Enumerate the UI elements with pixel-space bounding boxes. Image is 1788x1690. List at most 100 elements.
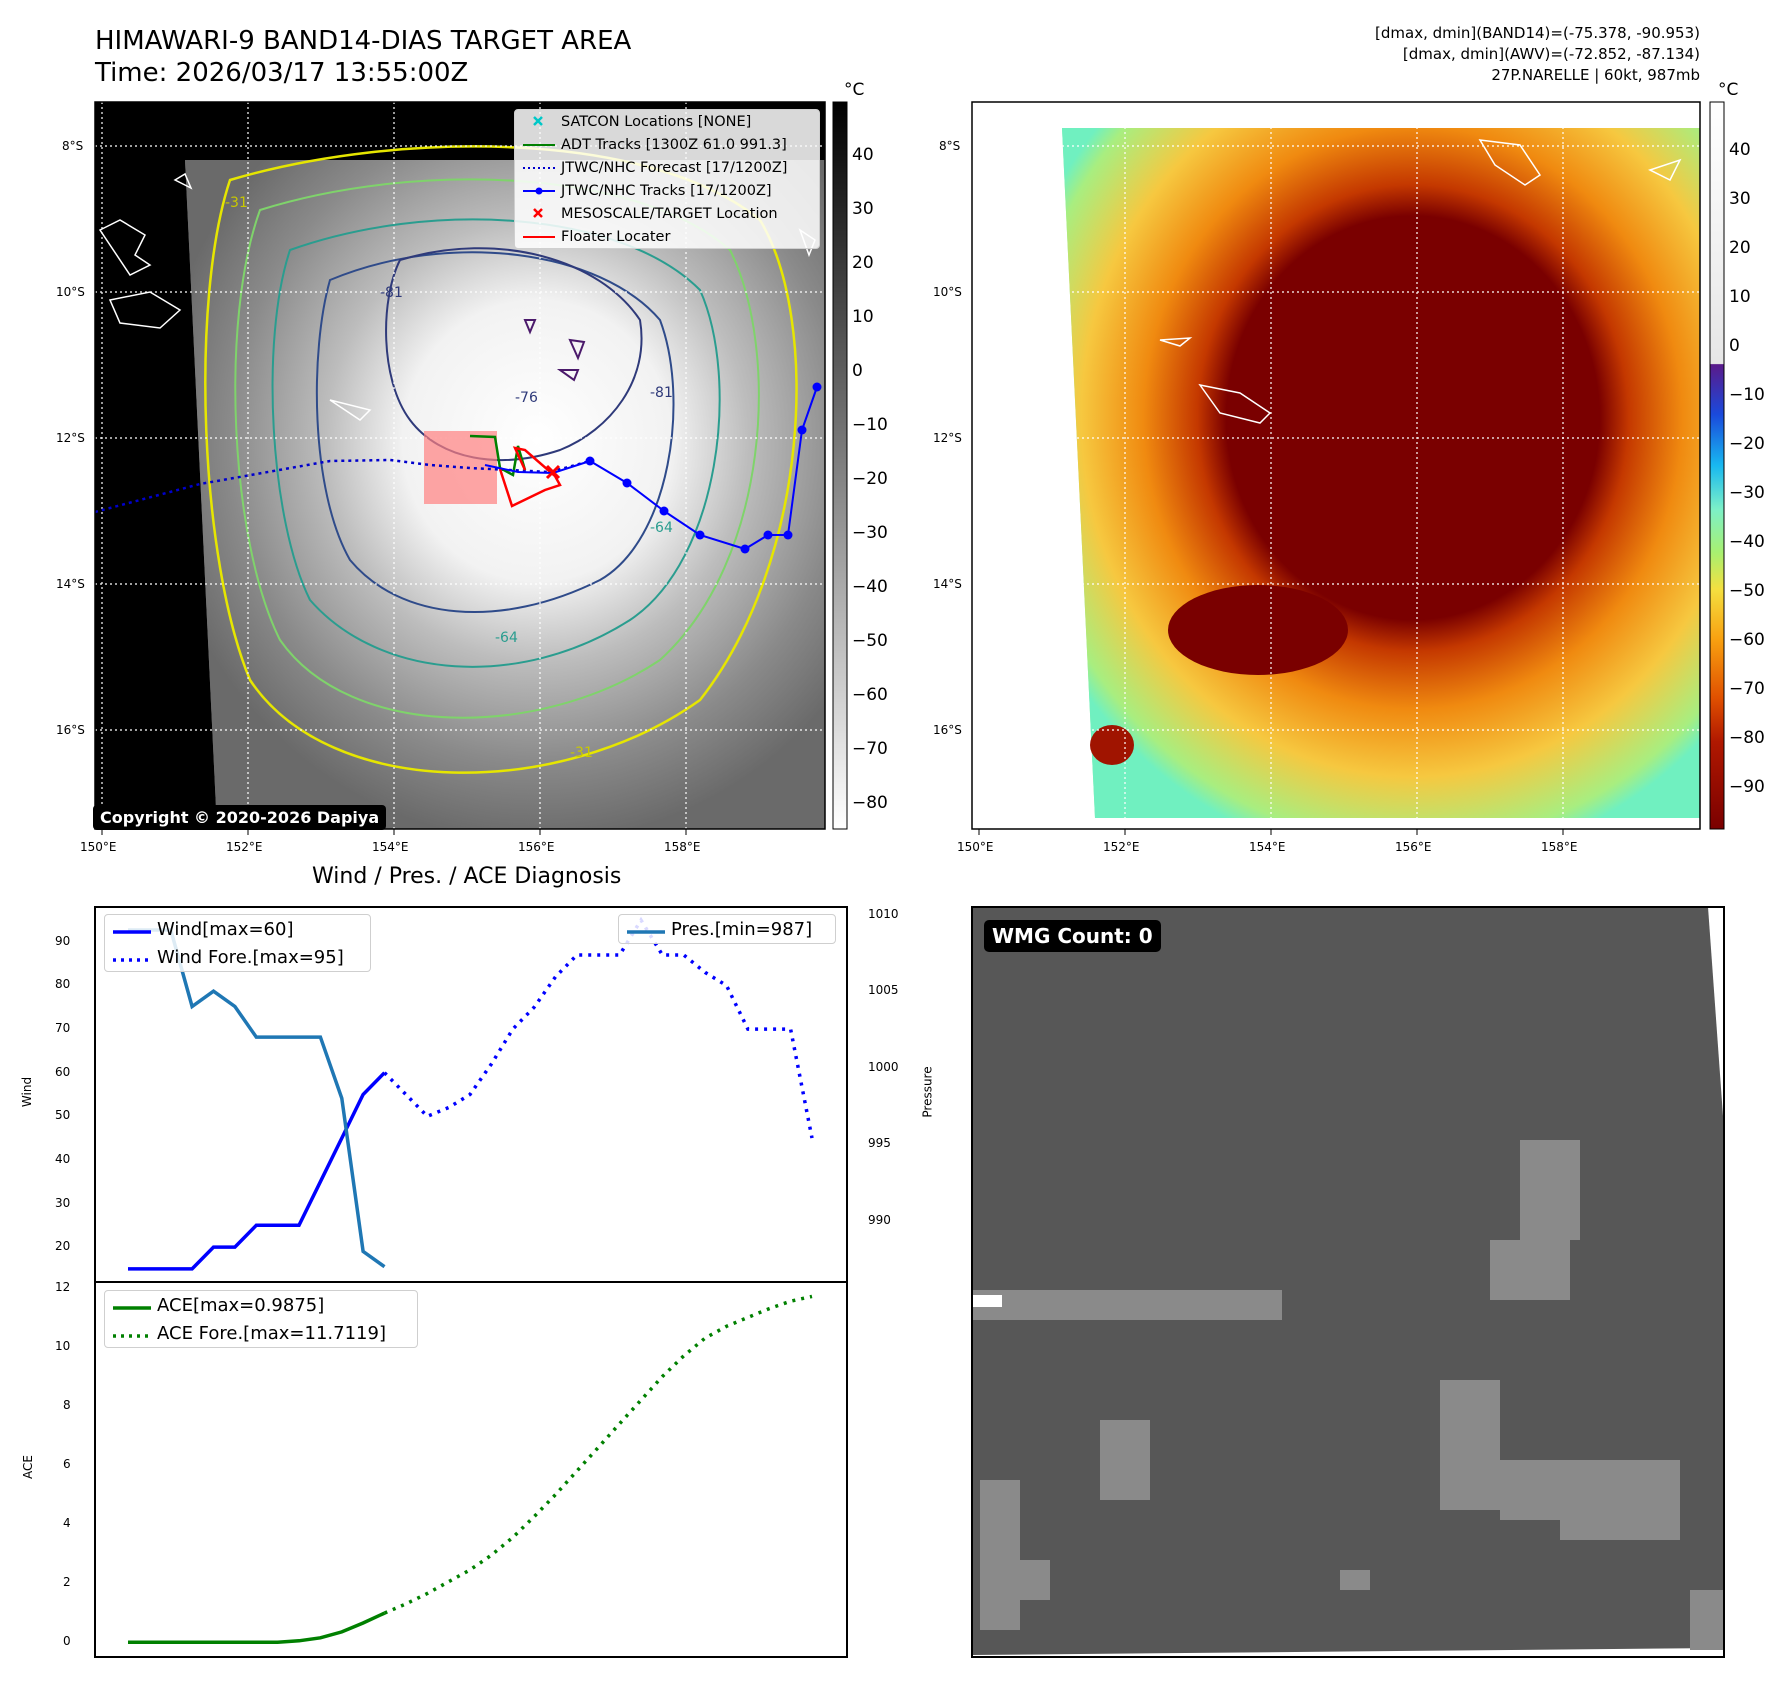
pressure-tick-label: 1005 bbox=[868, 983, 899, 998]
ace-tick-label: 10 bbox=[55, 1338, 71, 1353]
contour-label: -31 bbox=[570, 745, 593, 761]
legend-item-ace-fore: ACE Fore.[max=11.7119] bbox=[113, 1322, 386, 1344]
ace-tick-label: 6 bbox=[63, 1457, 71, 1472]
awv-info-line3: 27P.NARELLE | 60kt, 987mb bbox=[1491, 66, 1700, 84]
legend-item-satcon: SATCON Locations [NONE] bbox=[515, 110, 819, 133]
ir-colorbar-tick: −80 bbox=[852, 793, 888, 813]
ir-title: HIMAWARI-9 BAND14-DIAS TARGET AREA bbox=[95, 26, 632, 56]
contour-label: -81 bbox=[650, 385, 673, 401]
wind-tick-label: 90 bbox=[55, 933, 71, 948]
awv-info-line2: [dmax, dmin](AWV)=(-72.852, -87.134) bbox=[1402, 45, 1700, 63]
ir-colorbar bbox=[832, 101, 848, 830]
awv-lat-label: 10°S bbox=[933, 285, 962, 299]
ir-lat-label: 16°S bbox=[56, 723, 85, 737]
legend-item-wind-fore: Wind Fore.[max=95] bbox=[113, 946, 344, 968]
ir-colorbar-tick: −50 bbox=[852, 631, 888, 651]
pressure-tick-label: 990 bbox=[868, 1212, 891, 1227]
awv-colorbar-tick: −70 bbox=[1729, 679, 1765, 699]
awv-colorbar-tick: −90 bbox=[1729, 777, 1765, 797]
awv-colorbar-tick: −60 bbox=[1729, 630, 1765, 650]
wind-series-line bbox=[128, 1071, 386, 1271]
awv-lat-label: 8°S bbox=[939, 139, 961, 153]
ir-colorbar-tick: −20 bbox=[852, 469, 888, 489]
legend-item-target: MESOSCALE/TARGET Location bbox=[515, 202, 819, 225]
ir-lat-label: 10°S bbox=[56, 285, 85, 299]
ir-colorbar-tick: −40 bbox=[852, 577, 888, 597]
awv-colorbar-tick: 40 bbox=[1729, 140, 1751, 160]
pressure-tick-label: 1010 bbox=[868, 906, 899, 921]
awv-colorbar-tick: −40 bbox=[1729, 532, 1765, 552]
pressure-axis-label: Pressure bbox=[920, 1066, 935, 1118]
wind-tick-label: 60 bbox=[55, 1064, 71, 1079]
legend-item-pres: Pres.[min=987] bbox=[627, 918, 813, 940]
awv-colorbar-tick: −30 bbox=[1729, 483, 1765, 503]
ir-colorbar-tick: −60 bbox=[852, 685, 888, 705]
awv-colorbar-tick: 20 bbox=[1729, 238, 1751, 258]
awv-lon-label: 152°E bbox=[1103, 840, 1140, 854]
awv-colorbar-tick: −10 bbox=[1729, 385, 1765, 405]
ace-legend: ACE[max=0.9875] ACE Fore.[max=11.7119] bbox=[104, 1290, 418, 1348]
ace-series-line bbox=[128, 1611, 386, 1644]
ir-colorbar-tick: 30 bbox=[852, 199, 874, 219]
legend-item-forecast: JTWC/NHC Forecast [17/1200Z] bbox=[523, 159, 788, 176]
wind-forecast-series-line bbox=[383, 916, 814, 1139]
ir-colorbar-tick: −70 bbox=[852, 739, 888, 759]
contour-label: -31 bbox=[225, 195, 248, 211]
ir-colorbar-tick: −30 bbox=[852, 523, 888, 543]
ir-time: Time: 2026/03/17 13:55:00Z bbox=[95, 58, 469, 88]
awv-lon-label: 154°E bbox=[1249, 840, 1286, 854]
ir-lon-label: 154°E bbox=[372, 840, 409, 854]
ir-colorbar-tick: −10 bbox=[852, 415, 888, 435]
awv-colorbar-tick: 0 bbox=[1729, 336, 1740, 356]
ir-colorbar-tick: 40 bbox=[852, 145, 874, 165]
contour-label: -81 bbox=[380, 285, 403, 301]
legend-item-floater: Floater Locater bbox=[523, 228, 671, 245]
copyright-badge: Copyright © 2020-2026 Dapiya bbox=[93, 805, 387, 830]
legend-item-adt: ADT Tracks [1300Z 61.0 991.3] bbox=[523, 136, 787, 153]
ir-lat-label: 8°S bbox=[62, 139, 84, 153]
awv-colorbar-tick: 30 bbox=[1729, 189, 1751, 209]
awv-lat-label: 16°S bbox=[933, 723, 962, 737]
awv-lon-label: 156°E bbox=[1395, 840, 1432, 854]
ir-colorbar-tick: 10 bbox=[852, 307, 874, 327]
ir-legend: SATCON Locations [NONE] ADT Tracks [1300… bbox=[514, 109, 820, 249]
ir-lon-label: 156°E bbox=[518, 840, 555, 854]
ace-tick-label: 4 bbox=[63, 1516, 71, 1531]
ir-colorbar-unit: °C bbox=[844, 80, 865, 100]
awv-info-line1: [dmax, dmin](BAND14)=(-75.378, -90.953) bbox=[1375, 24, 1700, 42]
ir-colorbar-tick: 0 bbox=[852, 361, 863, 381]
ir-lon-label: 150°E bbox=[80, 840, 117, 854]
ace-tick-label: 8 bbox=[63, 1398, 71, 1413]
awv-colorbar-tick: −20 bbox=[1729, 434, 1765, 454]
awv-colorbar-tick: −80 bbox=[1729, 728, 1765, 748]
wind-tick-label: 50 bbox=[55, 1108, 71, 1123]
pres-legend: Pres.[min=987] bbox=[618, 914, 836, 944]
awv-lat-label: 12°S bbox=[933, 431, 962, 445]
ir-lon-label: 152°E bbox=[226, 840, 263, 854]
legend-item-ace: ACE[max=0.9875] bbox=[113, 1294, 325, 1316]
wind-tick-label: 70 bbox=[55, 1021, 71, 1036]
ir-lat-label: 14°S bbox=[56, 577, 85, 591]
wind-legend: Wind[max=60] Wind Fore.[max=95] bbox=[104, 914, 371, 972]
ace-axis-label: ACE bbox=[20, 1455, 35, 1479]
contour-label: -64 bbox=[650, 520, 673, 536]
wind-axis-label: Wind bbox=[20, 1076, 35, 1108]
awv-colorbar-tick: 10 bbox=[1729, 287, 1751, 307]
wind-tick-label: 30 bbox=[55, 1195, 71, 1210]
contour-label: -76 bbox=[515, 390, 538, 406]
ace-tick-label: 12 bbox=[55, 1279, 71, 1294]
ace-tick-label: 0 bbox=[63, 1634, 71, 1649]
ir-lat-label: 12°S bbox=[56, 431, 85, 445]
wmg-count-badge: WMG Count: 0 bbox=[984, 920, 1161, 952]
awv-lat-label: 14°S bbox=[933, 577, 962, 591]
legend-item-wind: Wind[max=60] bbox=[113, 918, 294, 940]
wind-tick-label: 40 bbox=[55, 1151, 71, 1166]
awv-lon-label: 158°E bbox=[1541, 840, 1578, 854]
wind-tick-label: 20 bbox=[55, 1239, 71, 1254]
awv-colorbar-unit: °C bbox=[1718, 80, 1739, 100]
diagnosis-title: Wind / Pres. / ACE Diagnosis bbox=[312, 864, 622, 889]
wind-tick-label: 80 bbox=[55, 977, 71, 992]
ir-lon-label: 158°E bbox=[664, 840, 701, 854]
legend-item-tracks: JTWC/NHC Tracks [17/1200Z] bbox=[515, 179, 819, 202]
awv-colorbar-tick: −50 bbox=[1729, 581, 1765, 601]
